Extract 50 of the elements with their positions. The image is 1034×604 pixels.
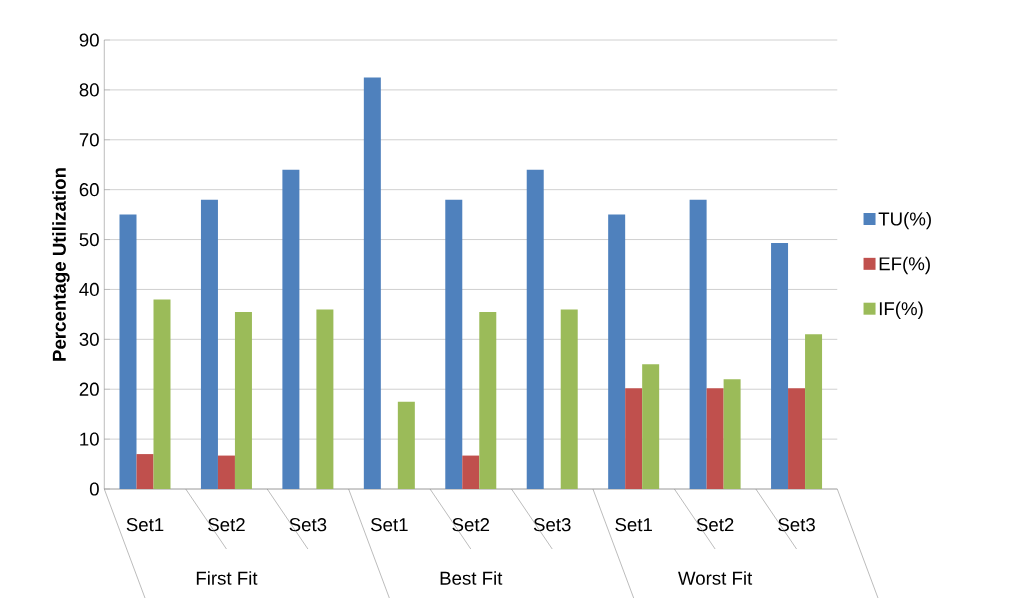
bar: [788, 388, 806, 489]
text: Worst Fit: [678, 571, 753, 585]
bar: [706, 388, 724, 489]
x-tick-label: Set3: [533, 518, 571, 532]
x-tick-label: Set2: [452, 518, 490, 532]
legend-label: EF(%): [879, 256, 930, 275]
y-tick-label: 50: [79, 232, 99, 247]
bar: [119, 214, 137, 489]
bar: [642, 364, 660, 489]
bar: [200, 199, 218, 489]
bar: [723, 379, 741, 489]
text: First Fit: [196, 571, 258, 585]
text: Best Fit: [440, 571, 503, 585]
y-tick-label: 30: [79, 332, 99, 346]
x-tick-label: Set2: [208, 518, 245, 532]
y-tick-label: 40: [79, 282, 99, 297]
y-axis-title: Percentage Utilization: [52, 168, 70, 361]
y-tick-label: 80: [79, 83, 99, 97]
x-tick-label: Set3: [778, 518, 815, 532]
bar: [316, 309, 334, 489]
bar: [445, 199, 463, 489]
bar: [689, 199, 707, 489]
x-tick-label: Set1: [126, 518, 164, 532]
bar: [625, 388, 643, 489]
bar: [608, 214, 626, 489]
x-tick-label: Set1: [615, 518, 652, 532]
bar: [397, 401, 415, 489]
legend-label: IF(%): [879, 301, 923, 319]
x-tick-label: Set3: [289, 518, 327, 532]
bar: [560, 309, 578, 489]
y-tick-label: 60: [79, 183, 99, 197]
bar: [462, 455, 480, 489]
y-tick-label: 90: [79, 33, 99, 47]
y-tick-label: 70: [79, 133, 99, 147]
x-tick-label: Set2: [696, 518, 734, 532]
bar: [526, 169, 544, 489]
bar: [771, 243, 789, 489]
bar: [234, 311, 252, 489]
x-tick-label: Set1: [370, 518, 408, 532]
bar: [153, 299, 171, 489]
bar: [136, 454, 154, 489]
y-tick-label: 0: [89, 482, 99, 496]
legend-label: TU(%): [878, 211, 931, 230]
y-tick-label: 20: [79, 382, 99, 396]
bar: [282, 169, 300, 489]
bar: [479, 311, 497, 489]
bar: [217, 455, 235, 489]
y-tick-label: 10: [80, 432, 99, 446]
bar: [805, 334, 823, 489]
bar: [363, 77, 381, 489]
